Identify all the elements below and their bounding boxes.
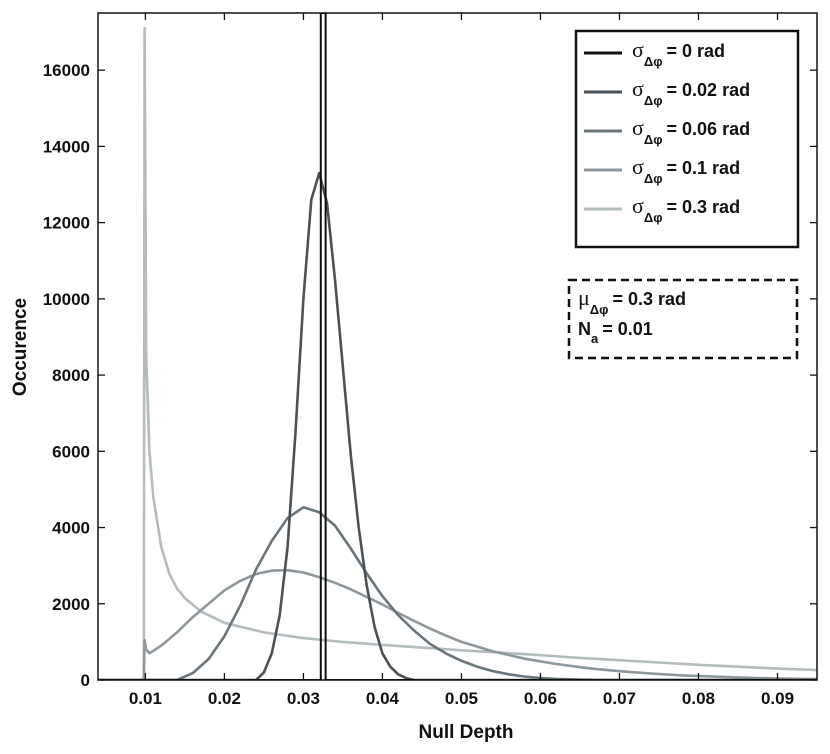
y-tick-label: 16000 <box>43 61 90 80</box>
x-tick-label: 0.04 <box>366 689 400 708</box>
y-tick-label: 10000 <box>43 290 90 309</box>
x-tick-label: 0.02 <box>208 689 241 708</box>
series-line-2 <box>98 505 817 680</box>
y-tick-label: 4000 <box>52 519 90 538</box>
x-axis-label: Null Depth <box>419 722 514 743</box>
y-tick-label: 8000 <box>52 366 90 385</box>
y-tick-label: 0 <box>81 671 90 690</box>
legend-label-1: σΔφ= 0.02 rad <box>632 76 750 108</box>
legend-label-3: σΔφ= 0.1 rad <box>632 154 740 186</box>
series-line-3 <box>98 568 817 680</box>
x-tick-label: 0.09 <box>761 689 794 708</box>
x-tick-label: 0.03 <box>287 689 320 708</box>
legend-label-0: σΔφ= 0 rad <box>632 37 725 69</box>
annotation: μΔφ= 0.3 rad Na = 0.01 <box>567 278 799 360</box>
legend-label-2: σΔφ= 0.06 rad <box>632 115 750 147</box>
plot-frame <box>97 12 818 681</box>
annotation-na-symbol: N <box>578 319 591 339</box>
annotation-na-text: Na = 0.01 <box>578 319 653 346</box>
y-tick-label: 12000 <box>43 214 90 233</box>
y-tick-label: 14000 <box>43 137 90 156</box>
annotation-mu-symbol: μ <box>578 285 590 310</box>
x-tick-label: 0.06 <box>524 689 557 708</box>
x-tick-label: 0.08 <box>682 689 715 708</box>
annotation-box <box>567 278 799 360</box>
x-tick-label: 0.01 <box>129 689 162 708</box>
annotation-mu-text: μΔφ= 0.3 rad <box>578 285 686 317</box>
annotation-na-subscript: a <box>591 331 599 346</box>
annotation-mu-subscript: Δφ <box>590 302 609 317</box>
axis-ticks: 0.01 0.02 0.03 0.04 0.05 0.06 0.07 0.08 0.09 0 200… <box>43 13 817 708</box>
series-line-4 <box>98 26 817 680</box>
x-tick-label: 0.05 <box>445 689 478 708</box>
legend: σΔφ= 0 rad σΔφ= 0.02 rad σΔφ= 0.06 rad σΔφ=… <box>574 29 800 249</box>
x-tick-label: 0.07 <box>603 689 636 708</box>
y-tick-label: 2000 <box>52 595 90 614</box>
series-line-1 <box>98 171 817 680</box>
legend-box <box>574 29 800 249</box>
annotation-na-value: = 0.01 <box>602 319 653 339</box>
legend-label-4: σΔφ= 0.3 rad <box>632 193 740 225</box>
annotation-mu-value: = 0.3 rad <box>612 289 686 309</box>
y-axis-label: Occurence <box>10 298 31 396</box>
legend-entries: σΔφ= 0 rad σΔφ= 0.02 rad σΔφ= 0.06 rad σΔφ=… <box>584 37 750 225</box>
plot-lines <box>98 13 817 680</box>
y-tick-label: 6000 <box>52 442 90 461</box>
